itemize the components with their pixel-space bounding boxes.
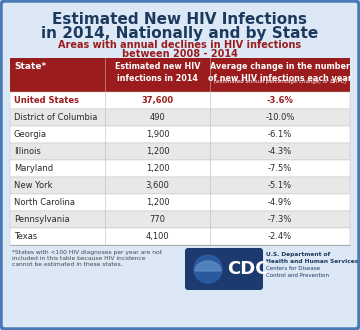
Text: Pennsylvania: Pennsylvania: [14, 215, 69, 224]
Text: CDC: CDC: [227, 260, 268, 278]
Bar: [10, 58, 350, 92]
Text: Estimated new HIV
infections in 2014: Estimated new HIV infections in 2014: [115, 62, 200, 83]
Bar: [10, 177, 350, 194]
Text: 1,900: 1,900: [146, 130, 169, 139]
Text: Maryland: Maryland: [14, 164, 53, 173]
Text: cannot be estimated in these states.: cannot be estimated in these states.: [12, 262, 122, 267]
Bar: [10, 143, 350, 160]
Text: United States: United States: [14, 96, 79, 105]
Text: -10.0%: -10.0%: [265, 113, 295, 122]
Text: 770: 770: [149, 215, 166, 224]
Bar: [10, 126, 350, 143]
Text: Estimated New HIV Infections: Estimated New HIV Infections: [53, 12, 307, 27]
Text: -7.3%: -7.3%: [268, 215, 292, 224]
Text: 4,100: 4,100: [146, 232, 169, 241]
Text: 1,200: 1,200: [146, 164, 169, 173]
FancyBboxPatch shape: [185, 248, 263, 290]
Bar: [10, 109, 350, 126]
Text: -2.4%: -2.4%: [268, 232, 292, 241]
Text: Average change in the number
of new HIV infections each year: Average change in the number of new HIV …: [208, 62, 352, 83]
Text: State*: State*: [14, 62, 46, 71]
Text: 37,600: 37,600: [141, 96, 174, 105]
Text: North Carolina: North Carolina: [14, 198, 75, 207]
Text: 490: 490: [150, 113, 165, 122]
Text: Centers for Disease: Centers for Disease: [266, 266, 320, 271]
Bar: [10, 92, 350, 109]
Text: Georgia: Georgia: [14, 130, 47, 139]
Text: -4.9%: -4.9%: [268, 198, 292, 207]
Text: included in this table because HIV incidence: included in this table because HIV incid…: [12, 256, 145, 261]
Bar: [10, 228, 350, 245]
Text: (estimated annual percentage change, or EAPC): (estimated annual percentage change, or …: [213, 79, 346, 84]
Text: Health and Human Services: Health and Human Services: [266, 259, 358, 264]
Text: *States with <100 HIV diagnoses per year are not: *States with <100 HIV diagnoses per year…: [12, 250, 162, 255]
Text: District of Columbia: District of Columbia: [14, 113, 97, 122]
Text: U.S. Department of: U.S. Department of: [266, 252, 330, 257]
Bar: [10, 160, 350, 177]
Text: 3,600: 3,600: [145, 181, 170, 190]
Text: between 2008 - 2014: between 2008 - 2014: [122, 49, 238, 59]
Text: Illinois: Illinois: [14, 147, 41, 156]
Text: -5.1%: -5.1%: [268, 181, 292, 190]
Text: 1,200: 1,200: [146, 147, 169, 156]
Text: -6.1%: -6.1%: [268, 130, 292, 139]
Text: -3.6%: -3.6%: [266, 96, 293, 105]
Text: Areas with annual declines in HIV infections: Areas with annual declines in HIV infect…: [58, 40, 302, 50]
Text: -4.3%: -4.3%: [268, 147, 292, 156]
Text: 1,200: 1,200: [146, 198, 169, 207]
Text: in 2014, Nationally and by State: in 2014, Nationally and by State: [41, 26, 319, 41]
Circle shape: [194, 255, 222, 283]
Polygon shape: [195, 261, 221, 271]
Text: Control and Prevention: Control and Prevention: [266, 273, 329, 278]
Bar: [10, 194, 350, 211]
Text: New York: New York: [14, 181, 53, 190]
Text: -7.5%: -7.5%: [268, 164, 292, 173]
Bar: [10, 211, 350, 228]
Text: Texas: Texas: [14, 232, 37, 241]
